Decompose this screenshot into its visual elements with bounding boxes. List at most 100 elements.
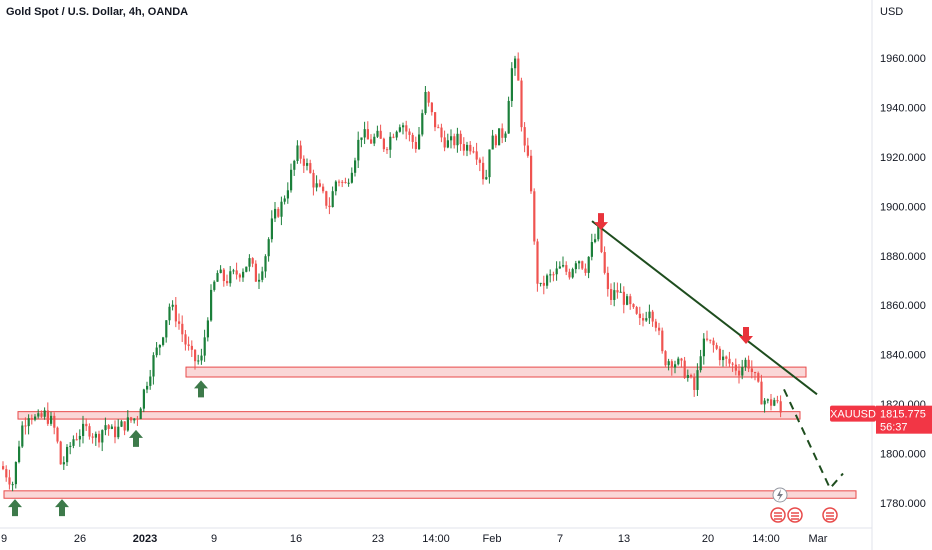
us-flag-event-icon[interactable] [787,507,803,523]
candle-body [149,376,152,386]
candle-body [11,484,14,486]
y-tick-label: 1840.000 [880,350,926,362]
arrow-up-icon [129,429,143,447]
trendline[interactable] [591,220,818,396]
candle-body [88,426,91,437]
candle-body [373,136,376,144]
us-flag-event-icon[interactable] [822,507,838,523]
candle-body [245,266,248,272]
us-flag-event-icon[interactable] [770,507,786,523]
candle-body [475,151,478,160]
x-tick-label: 2023 [133,533,157,545]
candle-body [114,426,117,438]
x-tick-label: 7 [557,533,563,545]
candle-body [286,190,289,199]
candle-body [485,177,488,180]
candle-body [261,271,264,280]
candle-body [546,275,549,286]
candle-body [661,330,664,352]
candle-body [318,183,321,187]
candle-body [693,376,696,390]
currency-label: USD [880,6,904,18]
candle-body [331,191,334,208]
candle-body [450,136,453,141]
candle-body [398,127,401,132]
candle-body [258,279,261,282]
candle-body [549,274,552,276]
candle-body [34,416,37,420]
candle-body [248,258,251,267]
current-price-label: 1815.775 [880,409,926,421]
candle-body [53,415,56,428]
candle-body [350,172,353,183]
candle-body [539,282,542,284]
support-zone [17,411,801,420]
candle-body [171,304,174,307]
candle-body [542,282,545,286]
candle-body [5,469,8,478]
symbol-label: XAUUSD [830,409,876,421]
candle-body [267,239,270,257]
arrow-up-icon [55,499,69,517]
candle-body [562,265,565,267]
candle-body [370,139,373,144]
candle-body [507,100,510,134]
candle-body [366,129,369,140]
candle-body [162,337,165,345]
candle-body [434,112,437,128]
candle-body [555,268,558,275]
price-badge[interactable] [876,405,932,434]
candle-body [613,290,616,300]
candle-body [379,130,382,139]
candle-body [146,385,149,390]
symbol-badge[interactable] [830,405,876,422]
candle-body [82,423,85,436]
candle-body [264,256,267,272]
candle-body [702,338,705,357]
candle-body [683,360,686,378]
projection-path[interactable] [783,388,844,491]
candle-body [238,274,241,278]
candle-body [344,181,347,183]
candle-body [763,400,766,405]
arrow-up-icon [194,380,208,398]
candle-body [728,358,731,364]
candle-body [488,149,491,178]
candle-body [328,205,331,208]
y-tick-label: 1880.000 [880,251,926,263]
candle-body [72,439,75,446]
candle-body [24,425,27,427]
y-tick-label: 1900.000 [880,201,926,213]
candle-body [616,290,619,293]
candle-body [50,415,53,424]
candle-body [290,169,293,191]
candle-body [674,364,677,368]
candle-body [584,268,587,273]
candle-body [14,462,17,485]
candle-body [110,426,113,429]
candle-body [293,160,296,170]
candle-body [206,320,209,338]
candle-body [222,269,225,282]
candle-body [8,477,11,485]
candle-body [414,141,417,150]
candle-body [139,408,142,420]
candle-body [155,347,158,356]
support-zone [185,366,807,378]
candle-body [709,339,712,341]
candle-body [126,417,129,431]
candle-body [101,430,104,443]
y-tick-label: 1960.000 [880,53,926,65]
candle-body [56,427,59,442]
candle-body [552,274,555,276]
candle-body [341,181,344,183]
candle-body [181,323,184,335]
candle-body [446,140,449,148]
candle-body [482,162,485,180]
candle-body [440,127,443,138]
candle-body [514,58,517,69]
candle-body [130,417,133,421]
x-tick-label: 14:00 [752,533,780,545]
